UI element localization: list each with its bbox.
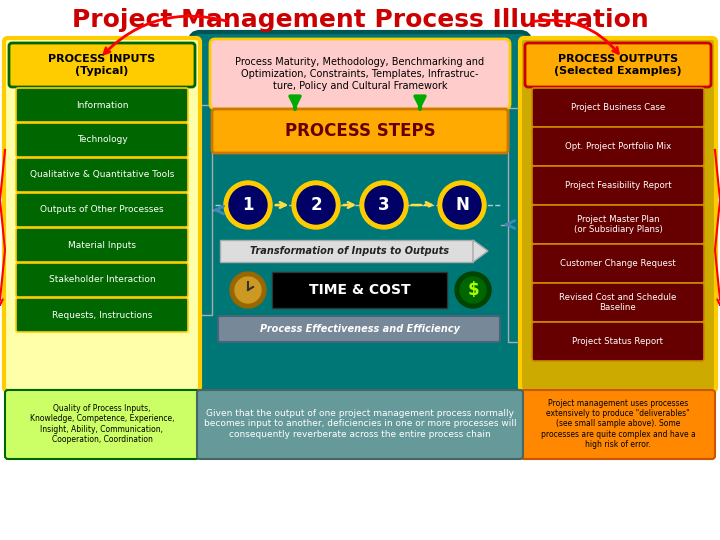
Text: Project Management Process Illustration: Project Management Process Illustration	[71, 8, 649, 32]
FancyBboxPatch shape	[16, 298, 188, 332]
Text: Stakeholder Interaction: Stakeholder Interaction	[49, 275, 156, 285]
Text: N: N	[455, 196, 469, 214]
Text: Qualitative & Quantitative Tools: Qualitative & Quantitative Tools	[30, 171, 174, 179]
Circle shape	[297, 186, 335, 224]
Circle shape	[460, 277, 486, 303]
Text: 1: 1	[242, 196, 253, 214]
Circle shape	[235, 277, 261, 303]
Text: Technology: Technology	[76, 136, 127, 145]
Circle shape	[292, 181, 340, 229]
Circle shape	[230, 272, 266, 308]
Text: Project Business Case: Project Business Case	[571, 103, 665, 112]
FancyBboxPatch shape	[532, 322, 704, 361]
FancyBboxPatch shape	[190, 32, 530, 397]
Text: Opt. Project Portfolio Mix: Opt. Project Portfolio Mix	[565, 142, 671, 151]
FancyBboxPatch shape	[16, 158, 188, 192]
FancyBboxPatch shape	[532, 88, 704, 127]
Text: Project Status Report: Project Status Report	[572, 337, 664, 346]
Circle shape	[229, 186, 267, 224]
Text: Requests, Instructions: Requests, Instructions	[52, 310, 152, 320]
FancyBboxPatch shape	[210, 39, 510, 109]
FancyBboxPatch shape	[16, 88, 188, 122]
Text: PROCESS INPUTS
(Typical): PROCESS INPUTS (Typical)	[48, 54, 156, 76]
FancyBboxPatch shape	[532, 205, 704, 244]
Text: PROCESS OUTPUTS
(Selected Examples): PROCESS OUTPUTS (Selected Examples)	[554, 54, 682, 76]
Circle shape	[360, 181, 408, 229]
FancyBboxPatch shape	[520, 38, 716, 391]
Text: TIME & COST: TIME & COST	[309, 283, 411, 297]
Bar	[272, 272, 447, 308]
Text: 2: 2	[310, 196, 322, 214]
FancyBboxPatch shape	[9, 43, 195, 87]
Text: Process Effectiveness and Efficiency: Process Effectiveness and Efficiency	[260, 324, 460, 334]
Text: Process Maturity, Methodology, Benchmarking and
Optimization, Constraints, Templ: Process Maturity, Methodology, Benchmark…	[235, 57, 485, 91]
Text: $: $	[467, 281, 479, 299]
FancyBboxPatch shape	[532, 166, 704, 205]
Text: Material Inputs: Material Inputs	[68, 240, 136, 249]
Text: Project Master Plan
(or Subsidiary Plans): Project Master Plan (or Subsidiary Plans…	[574, 215, 662, 234]
FancyBboxPatch shape	[16, 193, 188, 227]
Text: Project management uses processes
extensively to produce "deliverables"
(see sma: Project management uses processes extens…	[541, 399, 696, 449]
Text: Project Feasibility Report: Project Feasibility Report	[564, 181, 671, 190]
FancyBboxPatch shape	[212, 109, 508, 153]
FancyBboxPatch shape	[521, 390, 715, 459]
Text: Revised Cost and Schedule
Baseline: Revised Cost and Schedule Baseline	[559, 293, 677, 312]
FancyBboxPatch shape	[218, 316, 500, 342]
Circle shape	[438, 181, 486, 229]
FancyBboxPatch shape	[5, 390, 199, 459]
Text: 3: 3	[378, 196, 390, 214]
FancyBboxPatch shape	[532, 283, 704, 322]
FancyBboxPatch shape	[197, 390, 523, 459]
Text: Transformation of Inputs to Outputs: Transformation of Inputs to Outputs	[250, 246, 449, 256]
Circle shape	[365, 186, 403, 224]
FancyBboxPatch shape	[525, 43, 711, 87]
Circle shape	[455, 272, 491, 308]
FancyBboxPatch shape	[16, 123, 188, 157]
Text: PROCESS STEPS: PROCESS STEPS	[284, 122, 436, 140]
Polygon shape	[473, 240, 488, 262]
Text: Quality of Process Inputs,
Knowledge, Competence, Experience,
Insight, Ability, : Quality of Process Inputs, Knowledge, Co…	[30, 404, 174, 444]
Text: Given that the output of one project management process normally
becomes input t: Given that the output of one project man…	[204, 409, 516, 439]
FancyBboxPatch shape	[4, 38, 200, 391]
Circle shape	[224, 181, 272, 229]
Text: Customer Change Request: Customer Change Request	[560, 259, 676, 268]
FancyBboxPatch shape	[532, 244, 704, 283]
Circle shape	[443, 186, 481, 224]
FancyBboxPatch shape	[16, 228, 188, 262]
FancyBboxPatch shape	[532, 127, 704, 166]
Text: Outputs of Other Processes: Outputs of Other Processes	[40, 206, 164, 214]
FancyBboxPatch shape	[16, 263, 188, 297]
Text: Information: Information	[76, 100, 128, 110]
Bar	[220, 240, 473, 262]
